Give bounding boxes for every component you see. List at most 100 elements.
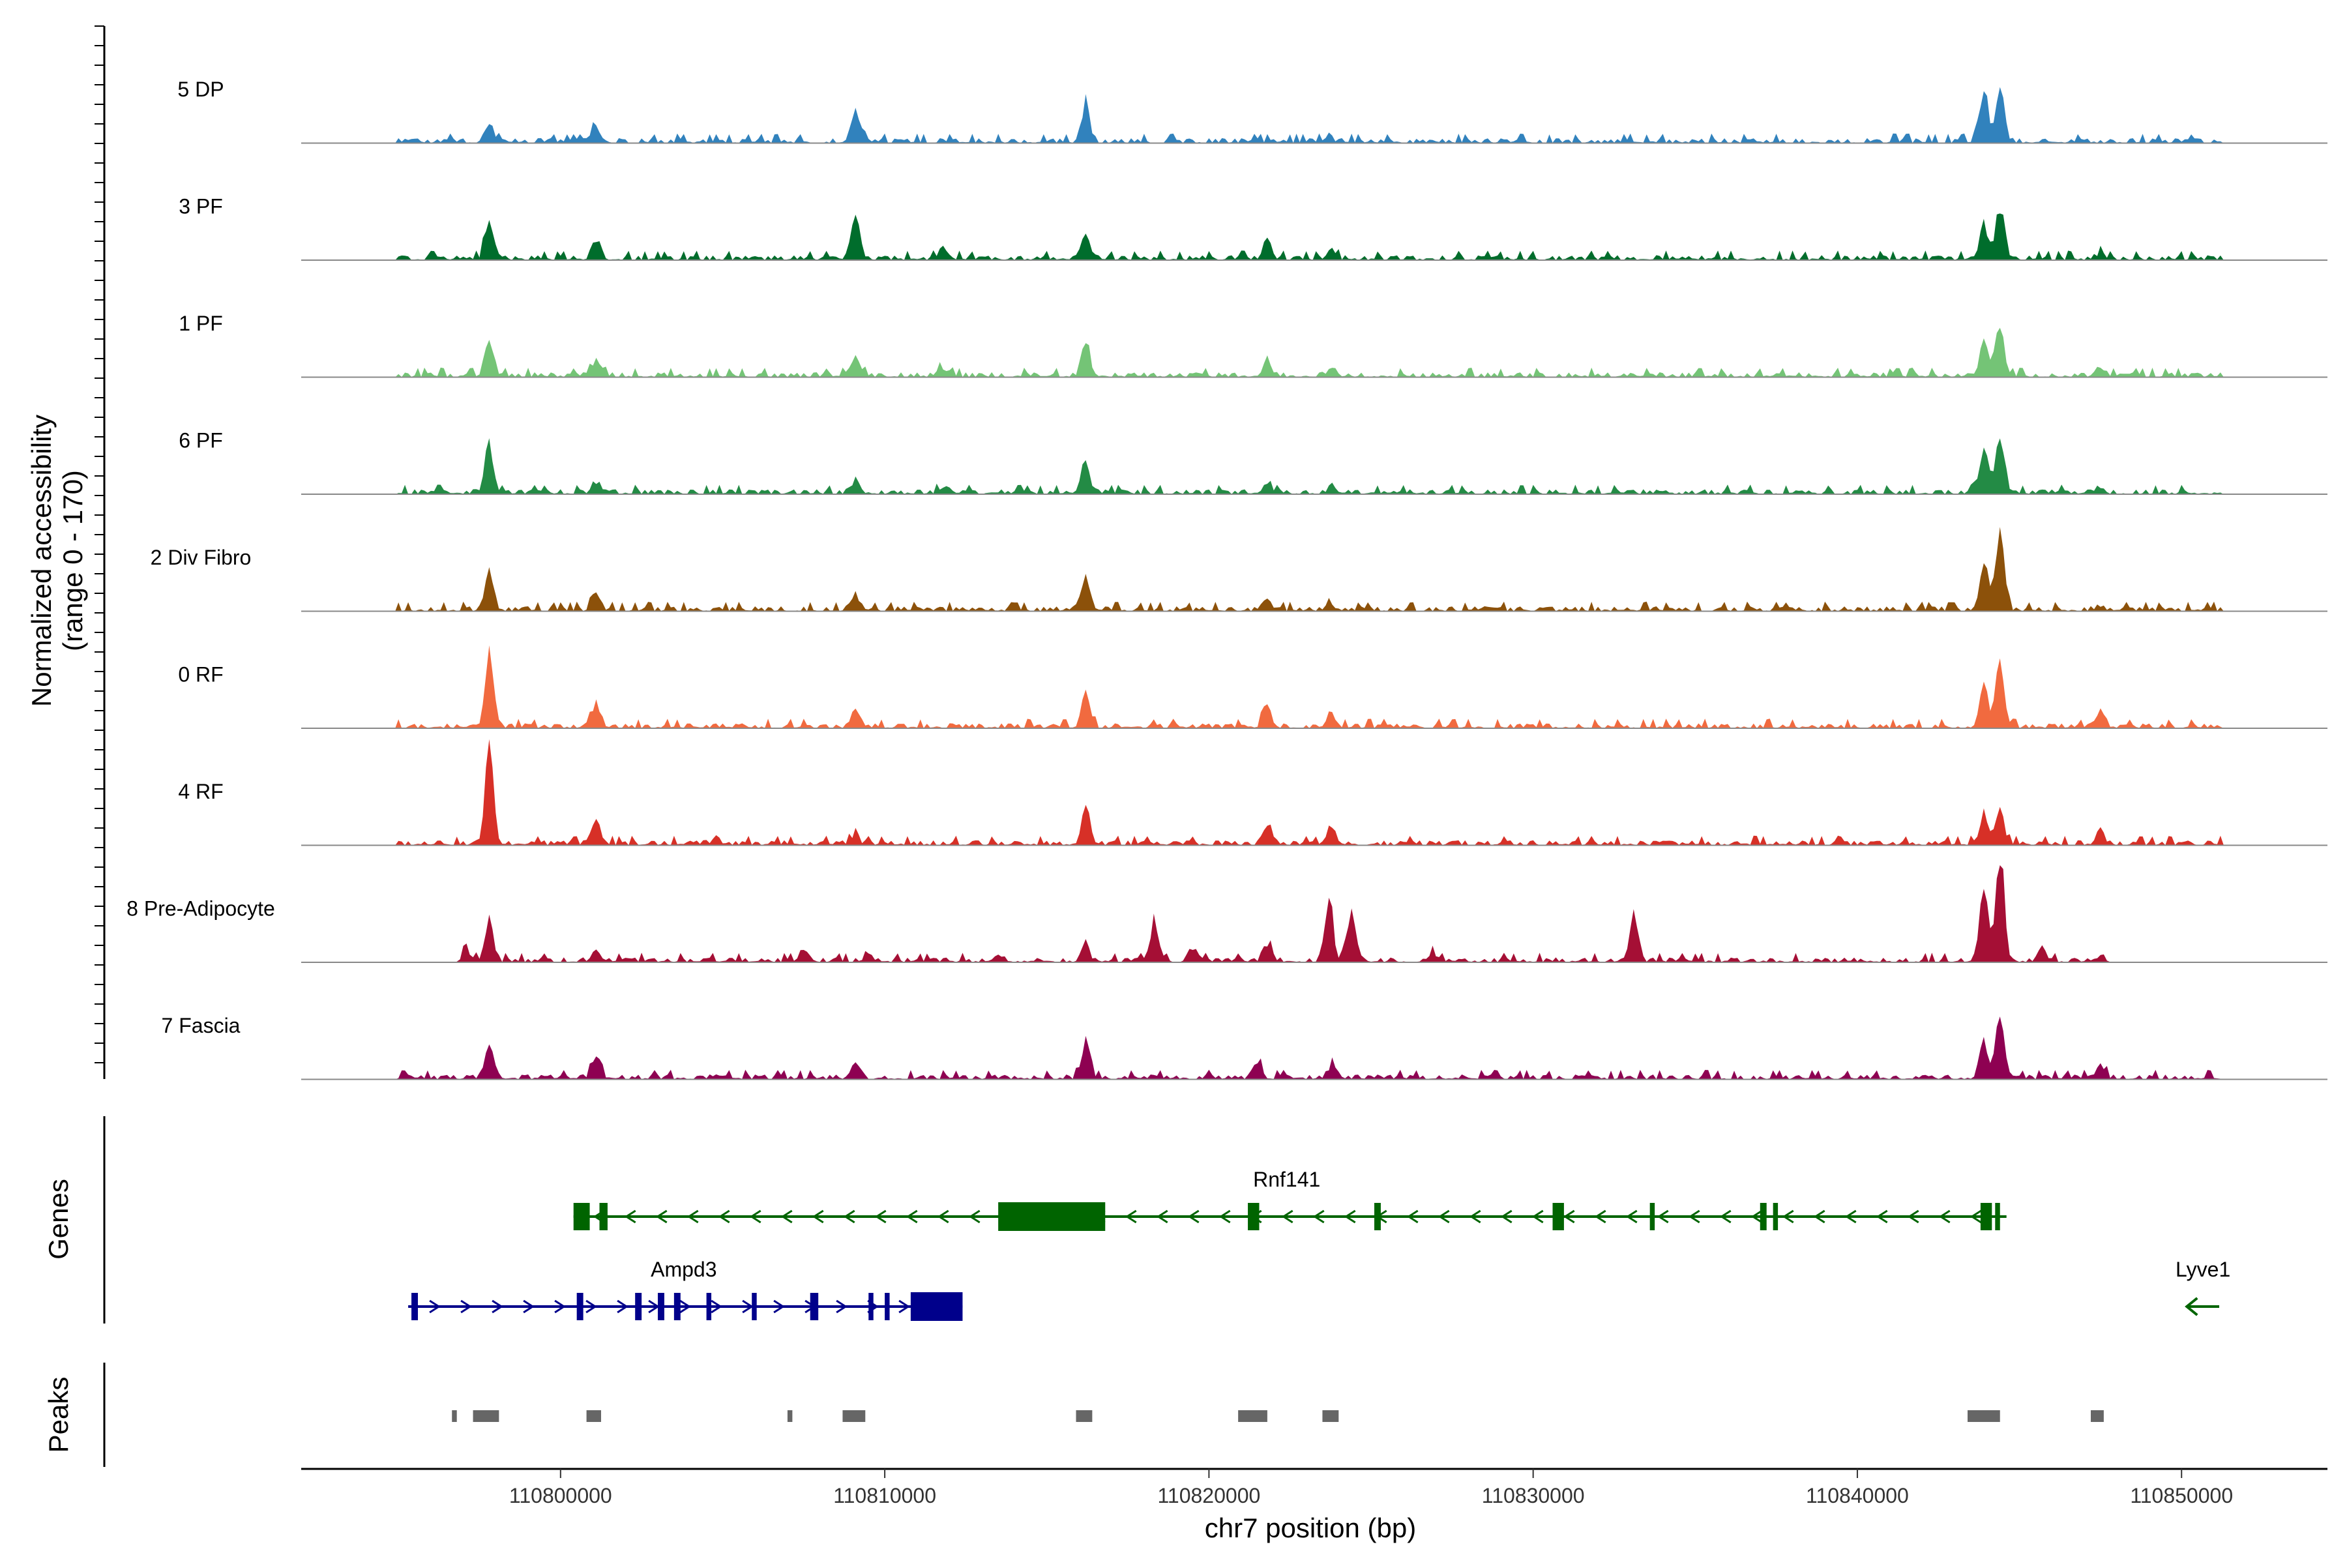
strand-chevron (617, 1299, 628, 1314)
strand-chevron (1688, 1209, 1700, 1224)
genes-track-label: Genes (43, 1179, 74, 1260)
coverage-area (301, 87, 2327, 143)
track-label: 2 Div Fibro (151, 546, 252, 569)
strand-chevron (1876, 1209, 1888, 1224)
gene-exon (1649, 1203, 1655, 1230)
strand-chevron (624, 1209, 636, 1224)
strand-chevron (1156, 1209, 1168, 1224)
gene-exon (635, 1293, 642, 1320)
x-axis: 110800000 110810000 110820000 110830000 1108… (301, 1468, 2327, 1507)
peak-region (842, 1410, 866, 1422)
strand-chevron (1438, 1209, 1450, 1224)
gene-exon (1760, 1203, 1767, 1230)
coverage-area (301, 438, 2327, 494)
coverage-area (301, 213, 2327, 260)
gene-exon (1773, 1203, 1779, 1230)
y-axis-title-text: Normalized accessibility(range 0 - 170) (26, 415, 88, 707)
x-tick-label: 110800000 (509, 1484, 612, 1507)
gene-exon (1980, 1203, 1992, 1230)
track-label: 3 PF (179, 195, 223, 218)
peak-region (452, 1410, 457, 1422)
x-tick-label: 110810000 (833, 1484, 936, 1507)
strand-chevron (1531, 1209, 1544, 1224)
strand-chevron (686, 1209, 699, 1224)
gene-exon (573, 1203, 590, 1230)
coverage-track-6: 0 RF (178, 645, 2327, 729)
gene-exon (576, 1293, 583, 1320)
gene-Ampd3: Ampd3 (408, 1258, 963, 1321)
strand-chevron (1594, 1209, 1606, 1224)
x-tick-label: 110820000 (1157, 1484, 1260, 1507)
peak-region (787, 1410, 793, 1422)
coverage-area (301, 327, 2327, 377)
strand-chevron (1970, 1209, 1982, 1224)
track-label: 1 PF (179, 312, 223, 335)
strand-chevron (1125, 1209, 1137, 1224)
strand-chevron (492, 1299, 503, 1314)
coverage-track-7: 4 RF (178, 739, 2327, 846)
strand-chevron (1625, 1209, 1638, 1224)
track-label: 7 Fascia (162, 1014, 241, 1037)
track-label: 5 DP (177, 78, 224, 101)
gene-exon (1248, 1203, 1260, 1230)
coverage-area (301, 645, 2327, 728)
strand-chevron (1719, 1209, 1732, 1224)
strand-chevron (711, 1299, 722, 1314)
strand-chevron (906, 1209, 918, 1224)
strand-chevron (937, 1209, 949, 1224)
coverage-track-1: 5 DP (177, 78, 2327, 144)
peak-region (586, 1410, 601, 1422)
peaks-track: Peaks (43, 1363, 2104, 1467)
strand-chevron (1344, 1209, 1356, 1224)
gene-exon (1374, 1203, 1381, 1230)
coverage-track-5: 2 Div Fibro (151, 527, 2327, 612)
peak-region (1968, 1410, 2000, 1422)
strand-chevron (773, 1299, 785, 1314)
strand-chevron (1844, 1209, 1857, 1224)
strand-chevron (874, 1209, 887, 1224)
strand-chevron (1218, 1209, 1231, 1224)
coverage-track-4: 6 PF (179, 429, 2327, 495)
gene-arrow-head (2185, 1297, 2198, 1316)
y-axis-title: Normalized accessibility(range 0 - 170) (26, 415, 88, 707)
gene-exon (998, 1202, 1106, 1231)
strand-chevron (523, 1299, 535, 1314)
strand-chevron (749, 1209, 761, 1224)
coverage-track-8: 8 Pre-Adipocyte (126, 865, 2327, 963)
gene-exon (1995, 1203, 2000, 1230)
gene-Lyve1: Lyve1 (2176, 1258, 2230, 1316)
gene-exon (599, 1203, 608, 1230)
strand-chevron (898, 1299, 910, 1314)
strand-chevron (554, 1299, 566, 1314)
strand-chevron (1750, 1209, 1763, 1224)
gene-exon (411, 1293, 419, 1320)
gene-exon (752, 1293, 757, 1320)
coverage-track-9: 7 Fascia (162, 1014, 2327, 1080)
strand-chevron (1907, 1209, 1919, 1224)
track-label: 0 RF (178, 663, 223, 687)
peaks-track-label: Peaks (43, 1377, 74, 1453)
strand-chevron (1813, 1209, 1825, 1224)
coverage-area (301, 1016, 2327, 1080)
strand-chevron (968, 1209, 981, 1224)
strand-chevron (1657, 1209, 1669, 1224)
coverage-track-3: 1 PF (179, 312, 2327, 378)
gene-exon (885, 1293, 890, 1320)
x-tick-label: 110830000 (1482, 1484, 1585, 1507)
gene-exon (658, 1293, 664, 1320)
strand-chevron (780, 1209, 793, 1224)
peak-region (2090, 1410, 2104, 1422)
strand-chevron (718, 1209, 730, 1224)
gene-Rnf141: Rnf141 (573, 1168, 2007, 1231)
genes-track: Genes Rnf141 Ampd3 Lyve1 (43, 1116, 2230, 1324)
peak-region (1076, 1410, 1093, 1422)
coverage-tracks: 5 DP 3 PF 1 PF 6 PF 2 Div Fibro 0 RF 4 RF 8 Pre… (126, 78, 2327, 1080)
strand-chevron (460, 1299, 472, 1314)
strand-chevron (1938, 1209, 1951, 1224)
peak-region (473, 1410, 499, 1422)
strand-chevron (1187, 1209, 1200, 1224)
gene-name: Rnf141 (1253, 1168, 1320, 1191)
coverage-y-axis (95, 25, 106, 1079)
track-label: 4 RF (178, 780, 223, 803)
